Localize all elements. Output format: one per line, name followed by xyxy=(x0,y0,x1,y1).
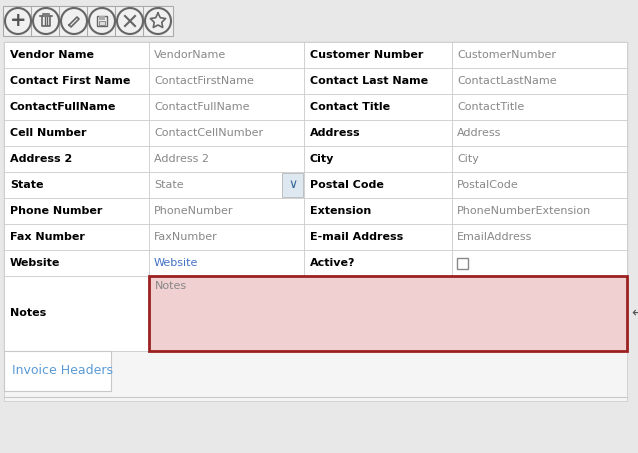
Bar xyxy=(99,16,105,20)
Bar xyxy=(149,250,304,276)
Bar xyxy=(4,351,111,391)
Text: City: City xyxy=(457,154,479,164)
Text: Customer Number: Customer Number xyxy=(310,50,424,60)
Text: FaxNumber: FaxNumber xyxy=(154,232,218,242)
Bar xyxy=(4,172,149,198)
Bar xyxy=(4,68,149,94)
Text: Website: Website xyxy=(154,258,198,268)
Bar xyxy=(304,42,452,68)
Text: Postal Code: Postal Code xyxy=(310,180,384,190)
Text: +: + xyxy=(10,11,26,30)
Text: ContactFirstName: ContactFirstName xyxy=(154,76,254,86)
Bar xyxy=(99,21,105,25)
Text: ContactFullName: ContactFullName xyxy=(154,102,249,112)
Text: Extension: Extension xyxy=(310,206,371,216)
Bar xyxy=(452,198,627,224)
Bar xyxy=(452,224,627,250)
Bar xyxy=(304,68,452,94)
Bar xyxy=(149,120,304,146)
Bar xyxy=(87,6,117,36)
Bar xyxy=(143,6,173,36)
Bar xyxy=(304,172,452,198)
Text: Active?: Active? xyxy=(310,258,355,268)
Bar xyxy=(4,42,149,68)
Bar xyxy=(149,94,304,120)
Text: Vendor Name: Vendor Name xyxy=(10,50,94,60)
Text: ↔: ↔ xyxy=(631,307,638,321)
Bar xyxy=(4,94,149,120)
Text: Address 2: Address 2 xyxy=(10,154,72,164)
Bar xyxy=(149,172,304,198)
Bar xyxy=(4,42,627,351)
Bar xyxy=(4,198,149,224)
Bar xyxy=(59,6,89,36)
Text: Address: Address xyxy=(310,128,360,138)
Bar xyxy=(97,16,107,26)
Bar xyxy=(149,146,304,172)
Bar xyxy=(452,42,627,68)
Text: Fax Number: Fax Number xyxy=(10,232,85,242)
Text: City: City xyxy=(310,154,334,164)
Bar xyxy=(31,6,61,36)
Text: ContactLastName: ContactLastName xyxy=(457,76,556,86)
Bar xyxy=(452,172,627,198)
Bar xyxy=(452,68,627,94)
Text: ∨: ∨ xyxy=(288,178,297,192)
Bar xyxy=(304,120,452,146)
Bar xyxy=(304,146,452,172)
Text: Address: Address xyxy=(457,128,501,138)
Text: Invoice Headers: Invoice Headers xyxy=(12,365,113,377)
Bar xyxy=(304,94,452,120)
Bar xyxy=(149,198,304,224)
Text: PhoneNumberExtension: PhoneNumberExtension xyxy=(457,206,591,216)
Bar xyxy=(304,250,452,276)
Bar xyxy=(452,146,627,172)
Bar xyxy=(4,146,149,172)
Text: PhoneNumber: PhoneNumber xyxy=(154,206,234,216)
Text: CustomerNumber: CustomerNumber xyxy=(457,50,556,60)
Bar xyxy=(304,224,452,250)
Bar xyxy=(452,120,627,146)
Text: Contact Last Name: Contact Last Name xyxy=(310,76,428,86)
Bar xyxy=(282,173,303,197)
Bar xyxy=(149,224,304,250)
Bar xyxy=(4,351,627,401)
Bar xyxy=(452,250,627,276)
Text: Address 2: Address 2 xyxy=(154,154,209,164)
Text: EmailAddress: EmailAddress xyxy=(457,232,532,242)
Bar xyxy=(149,42,304,68)
Bar xyxy=(4,120,149,146)
Bar xyxy=(4,276,149,351)
Text: Website: Website xyxy=(10,258,61,268)
Bar xyxy=(149,276,627,351)
Bar xyxy=(457,257,468,269)
Text: Contact First Name: Contact First Name xyxy=(10,76,130,86)
Text: Notes: Notes xyxy=(155,281,187,291)
Bar xyxy=(149,68,304,94)
Bar xyxy=(304,198,452,224)
Text: Cell Number: Cell Number xyxy=(10,128,87,138)
Text: ContactFullName: ContactFullName xyxy=(10,102,116,112)
Text: VendorName: VendorName xyxy=(154,50,226,60)
Bar xyxy=(3,6,33,36)
Text: Contact Title: Contact Title xyxy=(310,102,390,112)
Text: Notes: Notes xyxy=(10,308,46,318)
Text: PostalCode: PostalCode xyxy=(457,180,519,190)
Text: State: State xyxy=(10,180,43,190)
Text: State: State xyxy=(154,180,184,190)
Bar xyxy=(4,224,149,250)
Bar xyxy=(115,6,145,36)
Text: ContactCellNumber: ContactCellNumber xyxy=(154,128,263,138)
Bar xyxy=(4,250,149,276)
Text: E-mail Address: E-mail Address xyxy=(310,232,403,242)
Text: ContactTitle: ContactTitle xyxy=(457,102,524,112)
Bar xyxy=(452,94,627,120)
Text: Phone Number: Phone Number xyxy=(10,206,102,216)
